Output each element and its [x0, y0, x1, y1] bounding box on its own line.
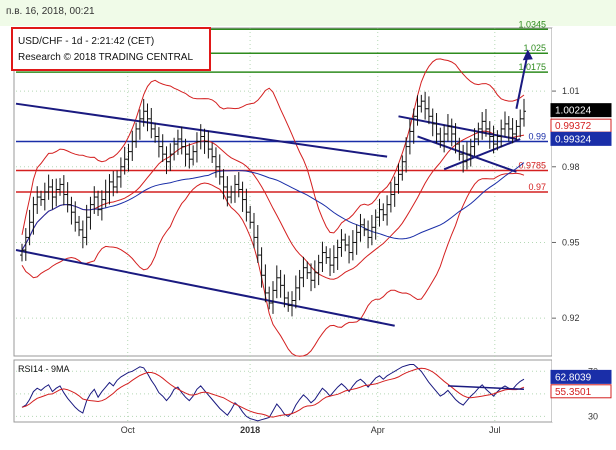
time-tick-label: 2018 — [240, 425, 260, 435]
bollinger-upper — [21, 58, 525, 235]
timestamp: п.в. 16, 2018, 00:21 — [6, 6, 95, 17]
rsi-marker-box — [550, 384, 612, 399]
rsi-tick-label: 30 — [588, 411, 598, 421]
target-arrow — [515, 53, 529, 109]
arrow-head — [522, 49, 533, 61]
rsi-trendline — [447, 385, 525, 391]
level-label: 0.97 — [528, 182, 546, 192]
time-tick-label: Apr — [371, 425, 385, 435]
level-label: 0.99 — [528, 132, 546, 142]
bollinger-lower — [21, 172, 525, 357]
rsi-marker-label: 62.8039 — [555, 372, 592, 383]
time-tick-label: Oct — [121, 425, 136, 435]
price-marker-label: 0.99372 — [555, 121, 592, 132]
rsi-title: RSI14 - 9MA — [18, 364, 70, 374]
level-label: 1.0345 — [518, 19, 546, 29]
price-tick-label: 0.92 — [562, 313, 580, 323]
time-tick-label: Jul — [489, 425, 501, 435]
rsi-line — [21, 364, 525, 422]
header-line1: USD/CHF - 1d - 2:21:42 (CET) — [18, 36, 154, 47]
price-marker-label: 0.99324 — [555, 134, 592, 145]
level-label: 0.9785 — [518, 161, 546, 171]
price-tick-label: 0.95 — [562, 237, 580, 247]
channel-upper — [15, 102, 388, 158]
rsi-ma-line — [21, 367, 525, 418]
header-line2: Research © 2018 TRADING CENTRAL — [18, 52, 193, 63]
level-label: 1.025 — [523, 43, 546, 53]
triangle-upper — [398, 115, 517, 140]
rsi-marker-box — [550, 369, 612, 384]
moving-average — [21, 162, 525, 251]
price-axis — [552, 28, 616, 422]
price-tick-label: 0.98 — [562, 162, 580, 172]
price-marker-box — [550, 103, 612, 118]
level-label: 1.0175 — [518, 62, 546, 72]
price-marker-box — [550, 131, 612, 146]
header-box — [11, 27, 211, 71]
price-tick-label: 1.01 — [562, 86, 580, 96]
rsi-marker-label: 55.3501 — [555, 387, 592, 398]
triangle-lower-2 — [443, 138, 521, 171]
timestamp-bar: п.в. 16, 2018, 00:21 — [0, 0, 616, 26]
price-marker-label: 1.00224 — [555, 106, 592, 117]
channel-lower — [15, 249, 395, 327]
